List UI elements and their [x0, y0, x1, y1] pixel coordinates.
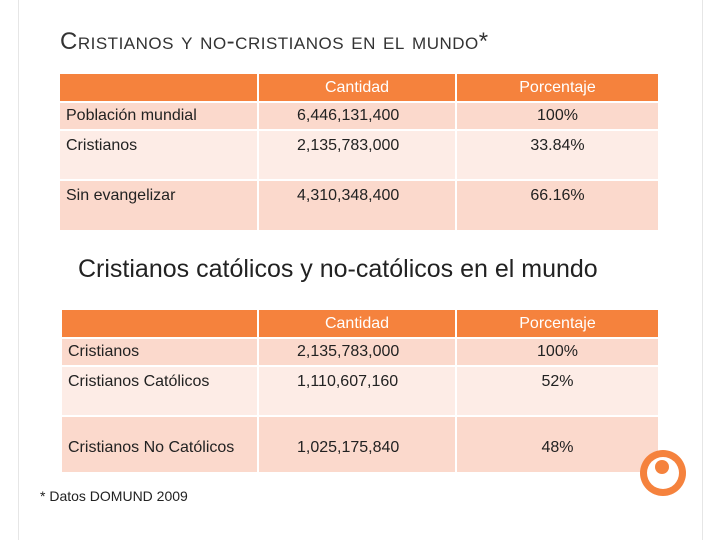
row-porcentaje: 48% — [455, 415, 658, 472]
left-frame-line — [18, 0, 19, 540]
row-label: Cristianos — [60, 129, 258, 180]
row-label: Cristianos No Católicos — [62, 415, 258, 472]
row-cantidad: 4,310,348,400 — [257, 179, 456, 230]
section-subtitle: Cristianos católicos y no-católicos en e… — [78, 255, 598, 283]
table-row: Cristianos 2,135,783,000 33.84% — [60, 129, 658, 180]
row-porcentaje: 100% — [455, 101, 658, 130]
row-cantidad: 1,025,175,840 — [257, 415, 456, 472]
world-population-table: Cantidad Porcentaje Población mundial 6,… — [60, 74, 658, 230]
table-row: Sin evangelizar 4,310,348,400 66.16% — [60, 179, 658, 230]
right-frame-line — [702, 0, 703, 540]
table-row: Cristianos No Católicos 1,025,175,840 48… — [62, 415, 658, 472]
header-porcentaje: Porcentaje — [455, 310, 658, 338]
table-row: Cristianos 2,135,783,000 100% — [62, 337, 658, 366]
header-blank-cell — [62, 310, 258, 338]
row-label: Sin evangelizar — [60, 179, 258, 230]
row-porcentaje: 33.84% — [455, 129, 658, 180]
catholic-table: Cantidad Porcentaje Cristianos 2,135,783… — [62, 310, 658, 472]
header-blank-cell — [60, 74, 258, 102]
row-porcentaje: 66.16% — [455, 179, 658, 230]
row-label: Población mundial — [60, 101, 258, 130]
row-cantidad: 2,135,783,000 — [257, 337, 456, 366]
header-cantidad: Cantidad — [257, 310, 456, 338]
row-cantidad: 1,110,607,160 — [257, 365, 456, 416]
header-cantidad: Cantidad — [257, 74, 456, 102]
row-label: Cristianos — [62, 337, 258, 366]
source-footnote: * Datos DOMUND 2009 — [40, 488, 188, 504]
page-title: CRISTIANOS Y NO-CRISTIANOS EN EL MUNDO* — [60, 28, 489, 55]
table-header-row: Cantidad Porcentaje — [60, 74, 658, 102]
table-row: Cristianos Católicos 1,110,607,160 52% — [62, 365, 658, 416]
row-porcentaje: 100% — [455, 337, 658, 366]
row-cantidad: 6,446,131,400 — [257, 101, 456, 130]
row-label: Cristianos Católicos — [62, 365, 258, 416]
header-porcentaje: Porcentaje — [455, 74, 658, 102]
row-cantidad: 2,135,783,000 — [257, 129, 456, 180]
corner-dot-decoration — [655, 460, 669, 474]
table-header-row: Cantidad Porcentaje — [62, 310, 658, 338]
row-porcentaje: 52% — [455, 365, 658, 416]
table-row: Población mundial 6,446,131,400 100% — [60, 101, 658, 130]
